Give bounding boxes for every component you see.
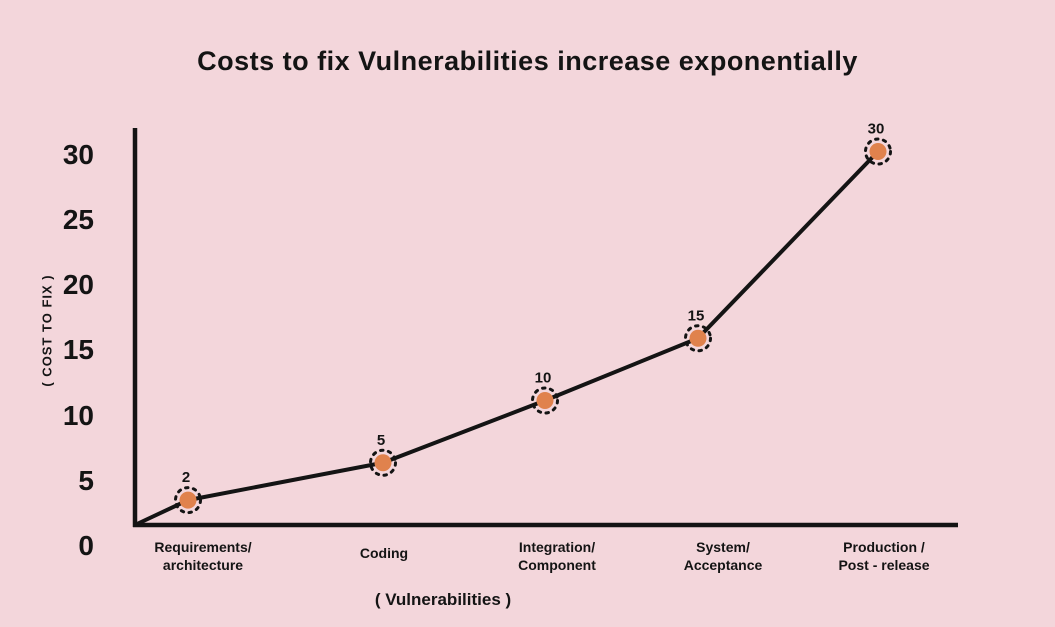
point-value-label: 15 — [688, 307, 705, 324]
data-point-ring — [174, 486, 202, 515]
data-point-marker — [869, 143, 887, 160]
data-point-marker — [689, 329, 707, 347]
y-tick-label: 30 — [62, 138, 94, 170]
y-tick-label: 0 — [78, 530, 94, 561]
x-tick-label: System/ Acceptance — [683, 539, 763, 573]
y-tick-label: 25 — [62, 204, 94, 235]
data-point-ring — [684, 324, 712, 353]
data-point-marker — [374, 454, 392, 472]
chart-title: Costs to fix Vulnerabilities increase ex… — [197, 46, 858, 76]
x-axis-title: ( Vulnerabilities ) — [374, 590, 512, 609]
y-tick-label: 10 — [62, 399, 94, 431]
y-tick-label: 20 — [62, 269, 94, 301]
y-tick-label: 15 — [62, 334, 94, 366]
x-tick-label: Coding — [359, 545, 409, 561]
point-value-label: 5 — [377, 432, 385, 449]
x-tick-label: Integration/ Component — [518, 539, 596, 573]
data-point-ring — [369, 448, 397, 477]
cost-line — [135, 149, 880, 526]
point-value-label: 2 — [182, 469, 190, 486]
data-point-ring — [531, 386, 559, 415]
data-point-marker — [536, 392, 554, 409]
x-tick-label: Requirements/ architecture — [154, 539, 252, 573]
data-point-ring — [864, 137, 892, 166]
y-tick-label: 5 — [78, 464, 94, 496]
point-value-label: 10 — [535, 370, 552, 387]
data-point-marker — [179, 491, 197, 509]
point-value-label: 30 — [868, 121, 885, 138]
x-tick-label: Production / Post - release — [838, 539, 930, 573]
